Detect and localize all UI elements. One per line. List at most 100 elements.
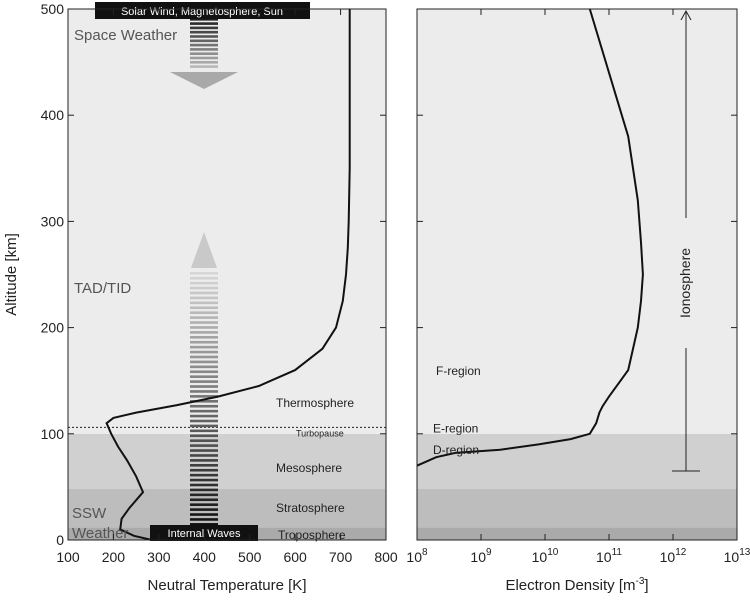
arrow-stripe bbox=[190, 355, 218, 359]
arrow-stripe bbox=[190, 306, 218, 310]
arrow-stripe bbox=[190, 444, 218, 447]
arrow-stripe bbox=[190, 291, 218, 295]
arrow-stripe bbox=[190, 508, 218, 511]
arrow-stripe bbox=[190, 301, 218, 305]
arrow-stripe bbox=[190, 350, 218, 354]
arrow-stripe bbox=[190, 39, 218, 43]
x-tick-label: 300 bbox=[147, 549, 171, 565]
region-label-f: F-region bbox=[436, 364, 481, 378]
x-tick-label: 700 bbox=[329, 549, 353, 565]
arrow-stripe bbox=[190, 488, 218, 492]
arrow-head bbox=[170, 72, 238, 89]
arrow-stripe bbox=[190, 311, 218, 314]
ionosphere-arrow-head bbox=[680, 9, 692, 21]
x-axis-title-density: Electron Density [m-3] bbox=[505, 576, 648, 594]
arrow-stripe bbox=[190, 48, 218, 51]
arrow-stripe bbox=[190, 272, 218, 275]
shade-band-2 bbox=[417, 433, 737, 490]
arrow-stripe bbox=[190, 281, 218, 285]
layer-label-stratosphere: Stratosphere bbox=[276, 501, 345, 515]
atmosphere-shading bbox=[68, 9, 386, 540]
arrow-stripe bbox=[190, 409, 218, 413]
arrow-stripe bbox=[190, 30, 218, 34]
shade-band-3 bbox=[68, 9, 386, 434]
arrow-stripe bbox=[190, 498, 218, 502]
density-panel: F-region E-region D-region Ionosphere 10… bbox=[406, 8, 750, 594]
region-label-e: E-region bbox=[433, 421, 478, 435]
x-tick-label-log: 1011 bbox=[596, 547, 622, 565]
banner-bottom bbox=[150, 525, 258, 541]
arrow-stripe bbox=[190, 478, 218, 482]
y-tick-label: 400 bbox=[41, 107, 65, 123]
x-tick-label: 800 bbox=[374, 549, 398, 565]
x-tick-label-log: 1012 bbox=[660, 547, 687, 565]
shade-band-0 bbox=[417, 527, 737, 540]
x-tick-label-log: 1013 bbox=[724, 547, 750, 565]
arrow-stripe bbox=[190, 365, 218, 369]
y-axis-title: Altitude [km] bbox=[3, 233, 20, 316]
x-axis-title-temperature: Neutral Temperature [K] bbox=[148, 577, 307, 594]
x-tick-label-log: 1010 bbox=[532, 547, 559, 565]
up-arrow-icon bbox=[190, 232, 218, 526]
arrow-stripe bbox=[190, 429, 218, 433]
shade-band-1 bbox=[417, 489, 737, 528]
arrow-stripe bbox=[190, 345, 218, 349]
electron-density-curve bbox=[416, 8, 644, 467]
shade-band-2 bbox=[68, 433, 386, 490]
arrow-stripe bbox=[190, 414, 218, 418]
weather-label: Weather bbox=[72, 525, 128, 542]
y-tick-label: 500 bbox=[41, 1, 65, 17]
arrow-stripe bbox=[190, 434, 218, 438]
arrow-stripe bbox=[190, 360, 218, 364]
arrow-stripe bbox=[190, 454, 218, 457]
down-arrow-icon bbox=[170, 18, 238, 89]
banner-top bbox=[95, 2, 310, 19]
arrow-stripe bbox=[190, 404, 218, 408]
tad-tid-label: TAD/TID bbox=[74, 280, 131, 297]
temperature-curve bbox=[105, 9, 351, 541]
atmosphere-shading-right bbox=[417, 9, 737, 540]
banner-top-text: Solar Wind, Magnetosphere, Sun bbox=[121, 6, 283, 18]
layer-label-thermosphere: Thermosphere bbox=[276, 396, 354, 410]
arrow-stripe bbox=[190, 43, 218, 47]
arrow-stripe bbox=[190, 316, 218, 319]
arrow-stripe bbox=[190, 464, 218, 467]
arrow-stripe bbox=[190, 424, 218, 428]
arrow-stripe bbox=[190, 326, 218, 329]
arrow-stripe bbox=[190, 370, 218, 374]
arrow-stripe bbox=[190, 340, 218, 344]
arrow-stripe bbox=[190, 503, 218, 506]
arrow-stripe bbox=[190, 483, 218, 487]
ionosphere-arrow-icon bbox=[672, 9, 700, 472]
x-tick-label-log: 109 bbox=[470, 547, 492, 565]
x-tick-label-log: 108 bbox=[406, 547, 428, 565]
arrow-stripe bbox=[190, 61, 218, 64]
arrow-stripe bbox=[190, 518, 218, 521]
y-tick-label: 100 bbox=[41, 426, 65, 442]
arrow-stripe bbox=[190, 419, 218, 423]
shade-band-3 bbox=[417, 9, 737, 434]
arrow-stripe bbox=[190, 321, 218, 324]
arrow-stripe bbox=[190, 296, 218, 300]
x-tick-label: 100 bbox=[56, 549, 80, 565]
arrow-stripe bbox=[190, 493, 218, 497]
arrow-stripe bbox=[190, 18, 218, 21]
arrow-head bbox=[191, 232, 217, 268]
arrow-stripe bbox=[190, 26, 218, 30]
arrow-stripe bbox=[190, 52, 218, 55]
arrow-stripe bbox=[190, 473, 218, 477]
arrow-stripe bbox=[190, 523, 218, 526]
space-weather-label: Space Weather bbox=[74, 27, 177, 44]
arrow-stripe bbox=[190, 35, 218, 38]
right-plot-frame bbox=[416, 8, 738, 541]
arrow-stripe bbox=[190, 468, 218, 472]
left-plot-frame bbox=[67, 8, 387, 541]
x-tick-label: 600 bbox=[283, 549, 307, 565]
arrow-stripe bbox=[190, 449, 218, 452]
ssw-label: SSW bbox=[72, 505, 107, 522]
x-tick-label: 200 bbox=[102, 549, 126, 565]
arrow-stripe bbox=[190, 385, 218, 388]
y-tick-label: 0 bbox=[56, 532, 64, 548]
